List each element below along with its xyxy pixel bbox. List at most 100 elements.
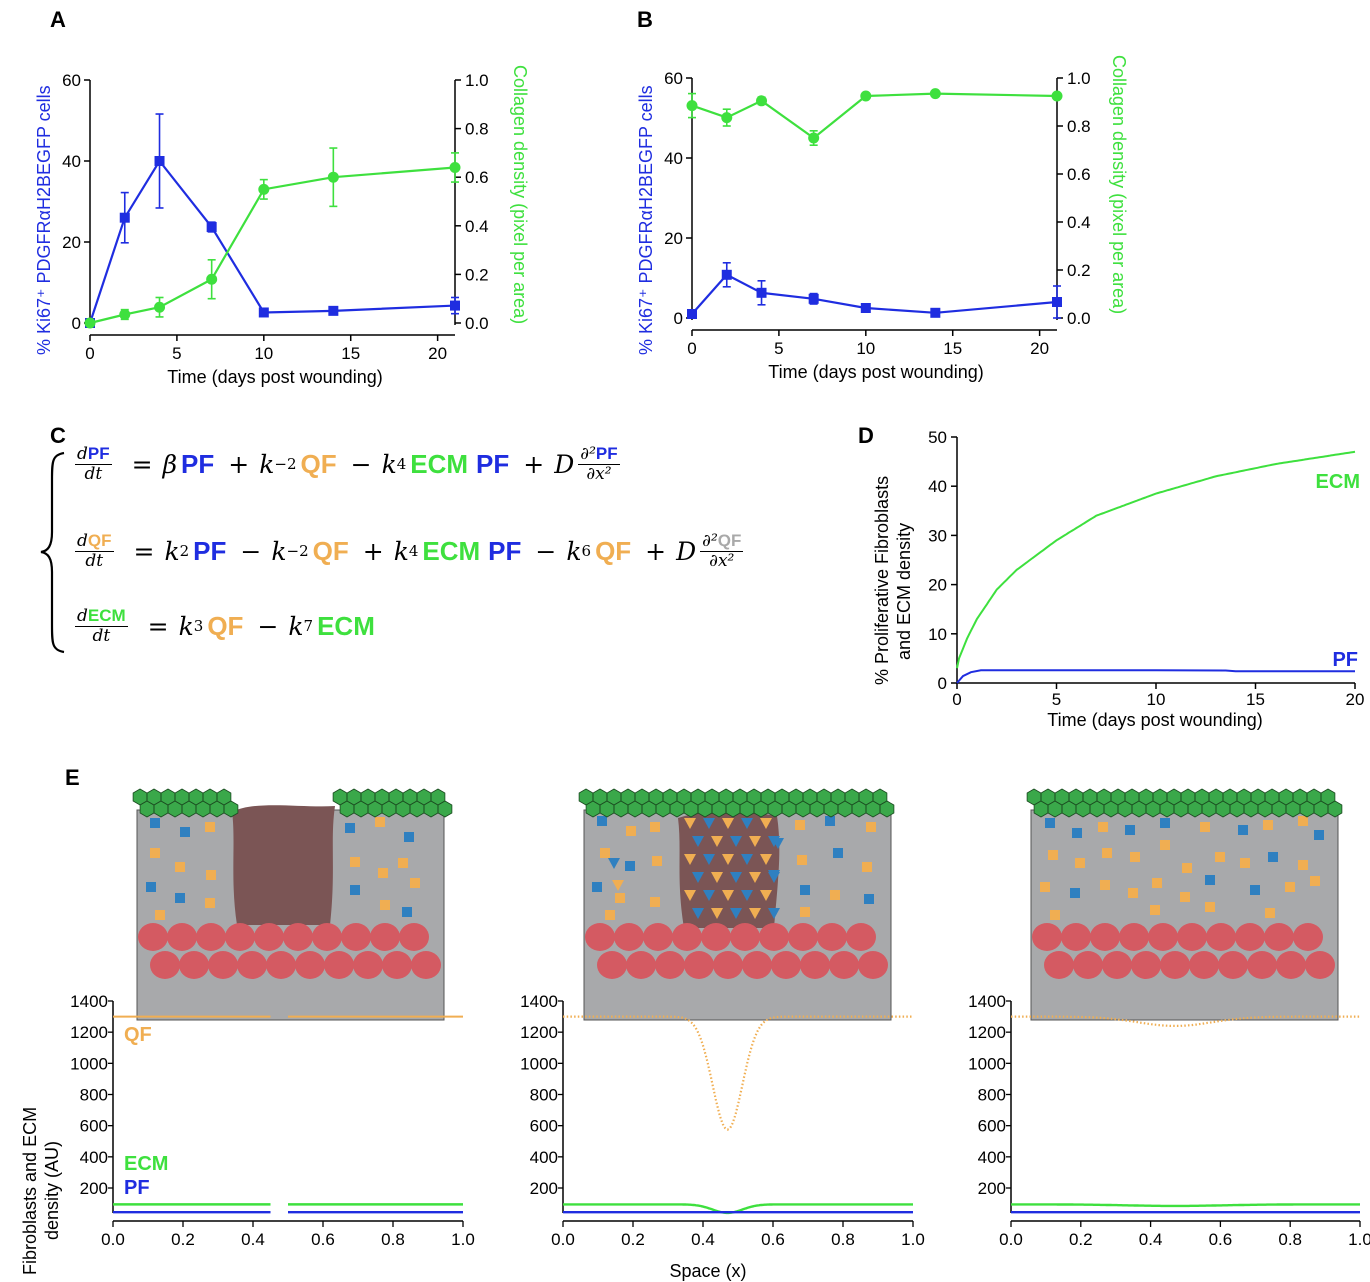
right-tick-label: 0.6 xyxy=(1067,165,1091,184)
qf-cell xyxy=(380,900,390,910)
pf-cell xyxy=(1070,888,1080,898)
series-line xyxy=(691,92,1058,140)
migrating-cell xyxy=(760,818,772,829)
pf-cell xyxy=(864,894,874,904)
qf-cell xyxy=(1182,863,1192,873)
pf-cell xyxy=(1160,818,1170,828)
pf-cell xyxy=(404,832,414,842)
red-cell xyxy=(1235,923,1265,951)
pf-cell xyxy=(146,882,156,892)
red-cell xyxy=(585,923,615,951)
migrating-cell xyxy=(692,908,704,919)
migrating-cell xyxy=(722,818,734,829)
red-cell xyxy=(800,951,830,979)
migrating-cell xyxy=(692,836,704,847)
red-cell xyxy=(353,951,383,979)
qf-cell xyxy=(1310,876,1320,886)
red-cell xyxy=(684,951,714,979)
migrating-cell xyxy=(711,908,723,919)
red-cell xyxy=(1148,923,1178,951)
x-tick-label: 1.0 xyxy=(901,1230,925,1249)
y-tick-label: 200 xyxy=(978,1179,1006,1198)
data-point-circle xyxy=(686,100,698,112)
ecm-curve xyxy=(956,450,1356,669)
red-cell xyxy=(295,951,325,979)
qf-cell xyxy=(650,897,660,907)
data-point-circle xyxy=(1051,90,1063,102)
x-tick-label: 10 xyxy=(856,339,875,358)
data-point-square xyxy=(154,156,165,166)
red-cell xyxy=(179,951,209,979)
data-point-square xyxy=(860,303,871,313)
data-point-circle xyxy=(756,95,768,107)
qf-curve xyxy=(1011,1015,1360,1027)
qf-cell xyxy=(1263,820,1273,830)
qf-cell xyxy=(1048,850,1058,860)
migrating-cell xyxy=(703,854,715,865)
right-tick-label: 0.4 xyxy=(1067,213,1091,232)
pf-cell xyxy=(345,823,355,833)
y-tick-label: 800 xyxy=(978,1086,1006,1105)
data-point-circle xyxy=(327,171,339,183)
red-cell xyxy=(324,951,354,979)
pf-cell xyxy=(1314,830,1324,840)
x-tick-label: 0.6 xyxy=(1209,1230,1233,1249)
left-tick-label: 0 xyxy=(72,314,81,333)
red-cell xyxy=(788,923,818,951)
data-point-square xyxy=(808,293,819,304)
red-cell xyxy=(1061,923,1091,951)
data-point-circle xyxy=(84,317,96,329)
qf-cell xyxy=(600,848,610,858)
red-cell xyxy=(1218,951,1248,979)
x-tick-label: 5 xyxy=(774,339,783,358)
red-cell xyxy=(626,951,656,979)
x-tick-label: 0.4 xyxy=(1139,1230,1163,1249)
x-tick-label: 10 xyxy=(254,344,273,363)
equation-qf: dQF dt = k 2 PF − k −2 QF + k 4 ECM PF − k 6 QF + D ∂²QF ∂x² xyxy=(75,531,744,571)
pf-cell xyxy=(825,816,835,826)
pf-cell xyxy=(597,816,607,826)
left-tick-label: 40 xyxy=(664,149,683,168)
pf-cell xyxy=(402,907,412,917)
migrating-cell xyxy=(612,880,624,891)
migrating-cell xyxy=(741,890,753,901)
panel-label-d: D xyxy=(858,423,874,448)
migrating-cell xyxy=(730,872,742,883)
ecm-curve xyxy=(1011,1203,1360,1208)
y-tick-label: 1000 xyxy=(520,1054,558,1073)
epidermis-cell xyxy=(223,800,239,818)
red-cell xyxy=(1119,923,1149,951)
pf-cell xyxy=(1072,828,1082,838)
y-tick-label: 1200 xyxy=(520,1023,558,1042)
red-cell xyxy=(1177,923,1207,951)
wound-clot xyxy=(232,805,335,925)
data-point-square xyxy=(328,305,339,316)
red-cell xyxy=(1276,951,1306,979)
data-point-square xyxy=(687,309,697,319)
red-cell xyxy=(283,923,313,951)
qf-cell xyxy=(1298,860,1308,870)
x-tick-label: 0.8 xyxy=(1278,1230,1302,1249)
red-cell xyxy=(266,951,296,979)
x-tick-label: 20 xyxy=(1346,690,1365,709)
red-cell xyxy=(759,923,789,951)
y-tick-label: 400 xyxy=(80,1148,108,1167)
data-point-circle xyxy=(808,132,820,144)
pf-cell xyxy=(1250,885,1260,895)
red-cell xyxy=(196,923,226,951)
red-cell xyxy=(1264,923,1294,951)
qf-label: QF xyxy=(124,1024,152,1046)
qf-cell xyxy=(1098,822,1108,832)
series-line xyxy=(89,166,456,325)
red-cell xyxy=(382,951,412,979)
red-cell xyxy=(1102,951,1132,979)
migrating-cell xyxy=(741,854,753,865)
wound-illustrations xyxy=(132,788,1343,1021)
red-cell xyxy=(1189,951,1219,979)
data-point-square xyxy=(721,269,732,280)
y-tick-label: 400 xyxy=(530,1148,558,1167)
y-tick-label: 400 xyxy=(978,1148,1006,1167)
qf-cell xyxy=(1298,816,1308,826)
migrating-cell xyxy=(703,818,715,829)
